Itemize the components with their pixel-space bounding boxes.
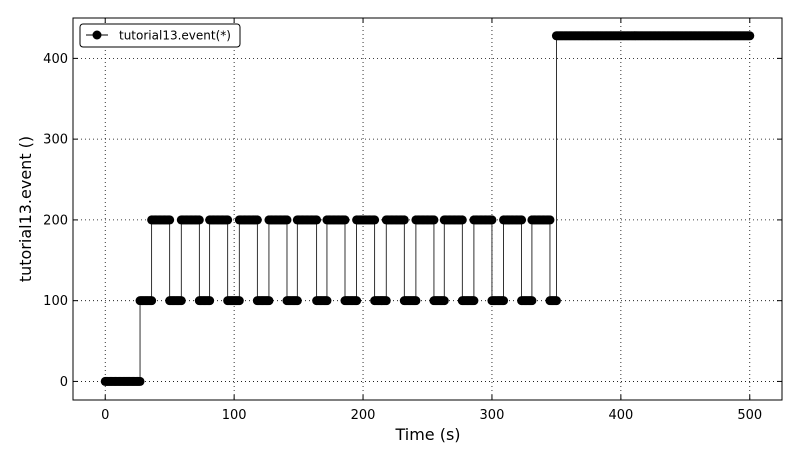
- ticks: 0 100 200 300 400 500 0 100 200 300 400: [43, 18, 782, 423]
- data-point: [411, 296, 421, 306]
- data-point: [264, 296, 274, 306]
- x-tick-label: 300: [480, 408, 505, 423]
- legend: tutorial13.event(*): [79, 23, 241, 48]
- data-point: [147, 296, 157, 306]
- x-tick-label: 0: [101, 408, 109, 423]
- data-point: [517, 215, 527, 225]
- data-point: [745, 31, 755, 41]
- legend-label: tutorial13.event(*): [119, 29, 231, 43]
- data-point: [165, 215, 175, 225]
- y-tick-label: 300: [43, 133, 68, 148]
- data-point: [234, 296, 244, 306]
- x-tick-label: 500: [737, 408, 762, 423]
- y-tick-label: 0: [60, 375, 68, 390]
- legend-marker: [92, 30, 102, 40]
- y-tick-label: 200: [43, 213, 68, 228]
- data-point: [135, 376, 145, 386]
- series-layer: [100, 31, 755, 386]
- data-point: [545, 215, 555, 225]
- data-point: [252, 215, 262, 225]
- data-point: [487, 215, 497, 225]
- x-axis-label: Time (s): [394, 425, 460, 444]
- x-tick-label: 200: [351, 408, 376, 423]
- data-point: [223, 215, 233, 225]
- data-point: [399, 215, 409, 225]
- data-point: [429, 215, 439, 225]
- data-point: [439, 296, 449, 306]
- data-point: [370, 215, 380, 225]
- data-point: [527, 296, 537, 306]
- data-point: [551, 296, 561, 306]
- data-point: [312, 215, 322, 225]
- data-point: [205, 296, 215, 306]
- data-point: [352, 296, 362, 306]
- data-point: [194, 215, 204, 225]
- data-point: [457, 215, 467, 225]
- data-point: [322, 296, 332, 306]
- data-point: [176, 296, 186, 306]
- legend-box: [79, 23, 241, 48]
- data-point: [292, 296, 302, 306]
- y-tick-label: 400: [43, 52, 68, 67]
- data-point: [340, 215, 350, 225]
- x-tick-label: 100: [222, 408, 247, 423]
- data-point: [282, 215, 292, 225]
- data-point: [469, 296, 479, 306]
- y-axis-label: tutorial13.event (): [16, 136, 35, 282]
- plot-frame: [72, 17, 783, 401]
- y-tick-label: 100: [43, 294, 68, 309]
- data-point: [381, 296, 391, 306]
- x-tick-label: 400: [608, 408, 633, 423]
- data-point: [499, 296, 509, 306]
